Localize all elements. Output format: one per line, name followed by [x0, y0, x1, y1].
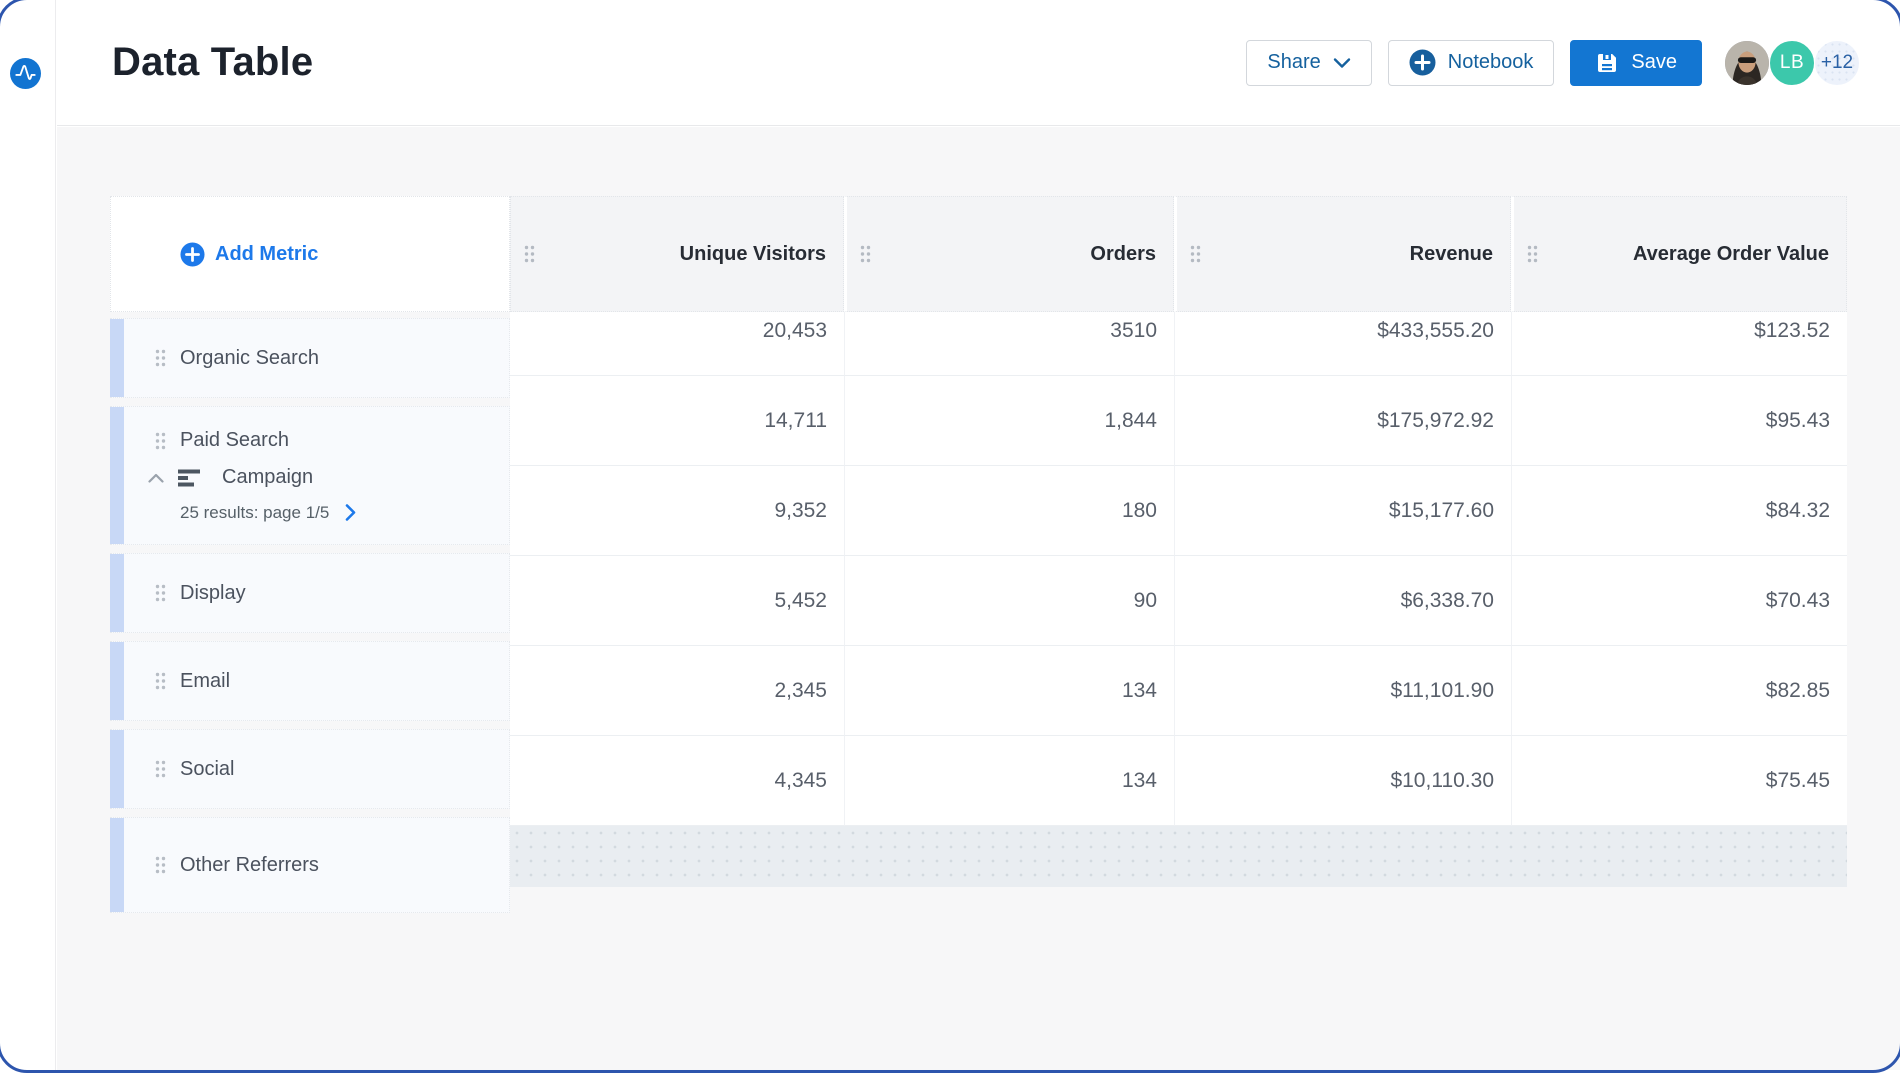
table-cell[interactable]: $82.85 [1511, 646, 1847, 736]
table-cell[interactable]: 9,352 [510, 466, 844, 556]
column-header-label: Average Order Value [1632, 242, 1829, 265]
drag-handle-icon[interactable] [155, 584, 166, 602]
data-table: Add Metric Organic Search Paid Search Ca… [110, 196, 1847, 921]
row-label-display[interactable]: Display [110, 553, 510, 633]
side-rail [0, 0, 56, 1070]
column-header-revenue[interactable]: Revenue [1174, 196, 1511, 312]
table-cell[interactable]: $11,101.90 [1174, 646, 1511, 736]
collapse-chevron-up-icon[interactable] [148, 473, 164, 483]
drag-handle-icon[interactable] [1527, 245, 1538, 263]
row-label-paid-search-group[interactable]: Paid Search Campaign 25 results: page 1/… [110, 406, 510, 545]
table-cell[interactable]: $10,110.30 [1174, 736, 1511, 826]
table-cell[interactable]: $70.43 [1511, 556, 1847, 646]
table-cell[interactable]: $15,177.60 [1174, 466, 1511, 556]
page-title: Data Table [112, 40, 314, 84]
table-cell[interactable]: 2,345 [510, 646, 844, 736]
add-metric-button[interactable]: Add Metric [110, 196, 510, 312]
row-label-text: Organic Search [180, 346, 319, 369]
table-cell[interactable]: 134 [844, 646, 1174, 736]
column-header-label: Orders [1090, 242, 1156, 265]
table-cell[interactable]: 4,345 [510, 736, 844, 826]
user-avatar-initials[interactable]: LB [1769, 39, 1815, 86]
table-cell[interactable]: 134 [844, 736, 1174, 826]
amplitude-logo-icon[interactable] [10, 58, 41, 89]
row-label-text: Display [180, 581, 246, 604]
add-metric-label: Add Metric [215, 242, 319, 265]
data-grid: Unique Visitors Orders Revenue Average O… [510, 196, 1847, 921]
row-label-social[interactable]: Social [110, 729, 510, 809]
breakdown-bars-icon [178, 469, 200, 486]
plus-circle-icon [180, 241, 205, 267]
user-avatar-photo[interactable] [1724, 39, 1770, 86]
row-label-column: Add Metric Organic Search Paid Search Ca… [110, 196, 510, 921]
drag-handle-icon[interactable] [155, 760, 166, 778]
column-header-unique-visitors[interactable]: Unique Visitors [510, 196, 844, 312]
drag-handle-icon[interactable] [155, 672, 166, 690]
row-label-text: Other Referrers [180, 853, 319, 876]
chevron-right-icon[interactable] [345, 504, 356, 521]
drag-handle-icon[interactable] [155, 856, 166, 874]
avatar-overflow-count[interactable]: +12 [1814, 39, 1860, 86]
header-actions: Share Notebook Save [1246, 39, 1860, 86]
drag-handle-icon[interactable] [860, 245, 871, 263]
row-label-other-referrers[interactable]: Other Referrers [110, 817, 510, 913]
table-cell[interactable]: 90 [844, 556, 1174, 646]
table-cell[interactable]: $84.32 [1511, 466, 1847, 556]
table-footer-strip [510, 826, 1847, 887]
notebook-button[interactable]: Notebook [1387, 39, 1555, 86]
save-icon [1598, 53, 1617, 72]
breakdown-label: Campaign [222, 466, 314, 488]
save-button-label: Save [1631, 51, 1677, 73]
table-cell[interactable]: $95.43 [1511, 376, 1847, 466]
column-header-orders[interactable]: Orders [844, 196, 1174, 312]
row-label-text: Social [180, 757, 235, 780]
notebook-button-label: Notebook [1447, 51, 1534, 73]
top-bar: Data Table Share Notebook [57, 0, 1900, 126]
avatar-photo-image [1725, 40, 1769, 85]
share-button[interactable]: Share [1246, 39, 1372, 86]
table-cell[interactable]: 180 [844, 466, 1174, 556]
table-cell[interactable]: 1,844 [844, 376, 1174, 466]
share-button-label: Share [1267, 51, 1321, 73]
row-label-text: Email [180, 669, 231, 692]
table-cell[interactable]: 5,452 [510, 556, 844, 646]
drag-handle-icon[interactable] [1190, 245, 1201, 263]
drag-handle-icon[interactable] [155, 432, 166, 450]
table-cell[interactable]: $75.45 [1511, 736, 1847, 826]
column-header-label: Unique Visitors [679, 242, 826, 265]
drag-handle-icon[interactable] [524, 245, 535, 263]
row-label-organic-search[interactable]: Organic Search [110, 318, 510, 398]
row-label-text: Paid Search [180, 429, 289, 451]
column-header-label: Revenue [1409, 242, 1493, 265]
plus-circle-icon [1409, 49, 1436, 76]
table-cell[interactable]: $6,338.70 [1174, 556, 1511, 646]
pagination-label: 25 results: page 1/5 [180, 502, 330, 522]
drag-handle-icon[interactable] [155, 349, 166, 367]
column-header-average-order-value[interactable]: Average Order Value [1511, 196, 1847, 312]
table-cell[interactable]: 14,711 [510, 376, 844, 466]
row-label-email[interactable]: Email [110, 641, 510, 721]
chevron-down-icon [1333, 57, 1350, 68]
table-cell[interactable]: $175,972.92 [1174, 376, 1511, 466]
save-button[interactable]: Save [1570, 39, 1702, 86]
content-area: Add Metric Organic Search Paid Search Ca… [57, 127, 1900, 1070]
